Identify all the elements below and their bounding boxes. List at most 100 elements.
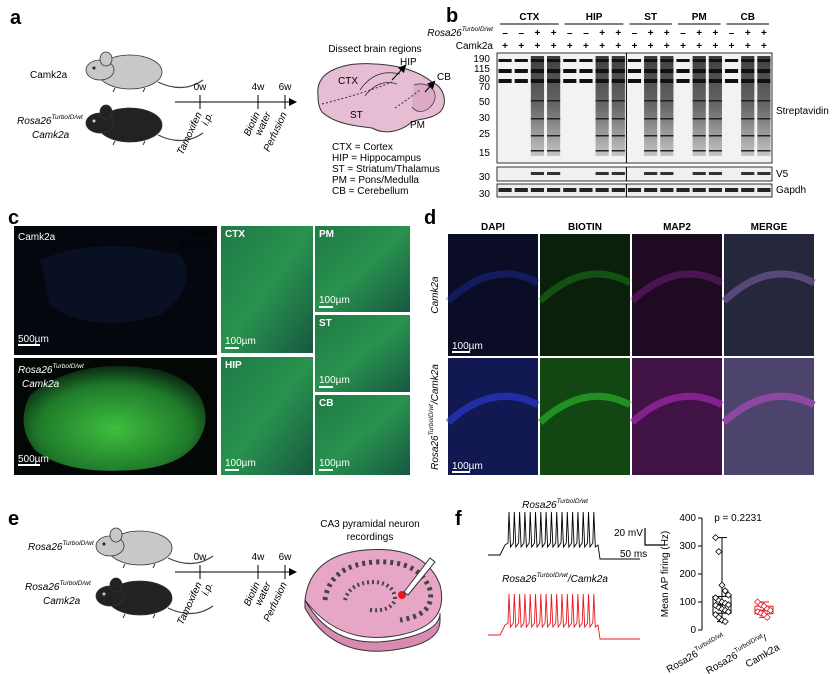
- v5-band: [644, 172, 658, 175]
- blot-band: [498, 59, 512, 62]
- timeline-step-label: i.p.: [200, 581, 216, 598]
- mouse-label: Rosa26TurboID/wt: [28, 540, 95, 553]
- channel-header: MAP2: [663, 222, 691, 233]
- brain-hippocampus: [359, 72, 401, 97]
- micrograph-region: [315, 315, 410, 392]
- micrograph-signal: [724, 358, 814, 475]
- micrograph-signal: [448, 358, 538, 475]
- blot-band: [563, 69, 577, 73]
- blot-band: [708, 118, 722, 120]
- mouse-black: [85, 104, 204, 146]
- scale-label: 100µm: [225, 336, 256, 347]
- scale-label: 100µm: [319, 295, 350, 306]
- blot-band: [708, 79, 722, 83]
- v5-band: [530, 172, 545, 175]
- data-point: [712, 534, 720, 542]
- micrograph-layer: [537, 270, 632, 304]
- mouse-gray: [95, 527, 214, 569]
- brain-pointer: [391, 64, 407, 81]
- blot-band: [644, 59, 658, 62]
- channel-header: BIOTIN: [568, 222, 602, 233]
- y-tick-label: 0: [690, 625, 696, 636]
- blot-band: [644, 135, 658, 137]
- brain-region-label: CTX: [338, 76, 358, 87]
- group-label: CTX: [519, 12, 539, 23]
- v5-band: [741, 172, 755, 175]
- panel-letter: d: [424, 207, 436, 229]
- gapdh-band: [514, 188, 528, 192]
- micrograph: [540, 358, 630, 475]
- text-tail: /Camk2a: [430, 364, 441, 405]
- blot-band: [611, 79, 625, 83]
- row-label: Camk2a: [18, 232, 56, 243]
- v5-band: [611, 172, 625, 175]
- mouse-eye: [92, 119, 96, 123]
- row-label-line2: Camk2a: [22, 379, 60, 390]
- text-superscript: TurboID/wt: [62, 540, 94, 547]
- brain-title: Dissect brain regions: [328, 44, 421, 55]
- micrograph-tissue-faint: [40, 246, 187, 323]
- scale-label: 100µm: [319, 458, 350, 469]
- blot-label: Gapdh: [776, 185, 806, 196]
- gapdh-band: [627, 188, 642, 192]
- text-base: Rosa26: [522, 500, 557, 511]
- blot-band: [611, 150, 625, 152]
- text-base: Rosa26: [502, 574, 537, 585]
- blot-band: [676, 59, 690, 62]
- micrograph-layer: [537, 392, 632, 425]
- ap-trace: [488, 593, 640, 640]
- timeline-step-label: i.p.: [200, 111, 216, 128]
- group-label: PM: [692, 12, 707, 23]
- mouse-tail: [167, 605, 214, 615]
- micrograph: [632, 358, 722, 475]
- blot-band: [611, 118, 625, 120]
- data-point: [763, 613, 771, 621]
- blot-band: [627, 59, 642, 62]
- brain-legend-item: PM = Pons/Medulla: [332, 175, 419, 186]
- lane-sign: –: [632, 28, 638, 39]
- blot-band: [692, 118, 706, 120]
- text-base: Rosa26: [18, 365, 53, 376]
- data-point: [718, 581, 726, 589]
- lane-sign: +: [680, 41, 686, 52]
- text-superscript: TurboID/wt: [537, 572, 569, 579]
- lane-sign: –: [518, 28, 524, 39]
- blot-band: [757, 59, 771, 62]
- brain-pointer: [424, 80, 436, 93]
- lane-sign: +: [583, 41, 589, 52]
- gapdh-band: [498, 188, 512, 192]
- mouse-tail: [157, 79, 204, 89]
- blot-band: [547, 59, 561, 62]
- micrograph-signal: [724, 234, 814, 356]
- blot-band: [741, 135, 755, 137]
- p-value: p = 0.2231: [714, 513, 762, 524]
- blot-band: [644, 118, 658, 120]
- blot-band: [757, 69, 771, 73]
- text-superscript: TurboID/wt: [428, 403, 435, 435]
- panel-letter: b: [446, 5, 458, 27]
- lane-sign: +: [551, 41, 557, 52]
- text-superscript: TurboID/wt: [51, 114, 83, 121]
- micrograph-signal: [632, 234, 722, 356]
- scale-label: 100µm: [225, 458, 256, 469]
- scale-label: 500µm: [18, 334, 49, 345]
- scale-label: 100µm: [452, 341, 483, 352]
- micrograph-signal: [724, 234, 814, 356]
- mouse-tail: [167, 555, 214, 565]
- blot-band: [741, 100, 755, 102]
- blot-band: [741, 118, 755, 120]
- lane-sign: –: [502, 28, 508, 39]
- micrograph-signal: [540, 358, 630, 475]
- micrograph-dapi-overlay: [221, 357, 313, 475]
- group-label: ST: [644, 12, 657, 23]
- blot-band: [595, 79, 609, 83]
- lane-sign: +: [664, 28, 670, 39]
- brain-region-label: HIP: [400, 57, 417, 68]
- y-tick-label: 400: [679, 513, 696, 524]
- blot-band: [660, 100, 674, 102]
- blot-band: [708, 100, 722, 102]
- blot-band: [741, 59, 755, 62]
- blot-band: [530, 79, 545, 83]
